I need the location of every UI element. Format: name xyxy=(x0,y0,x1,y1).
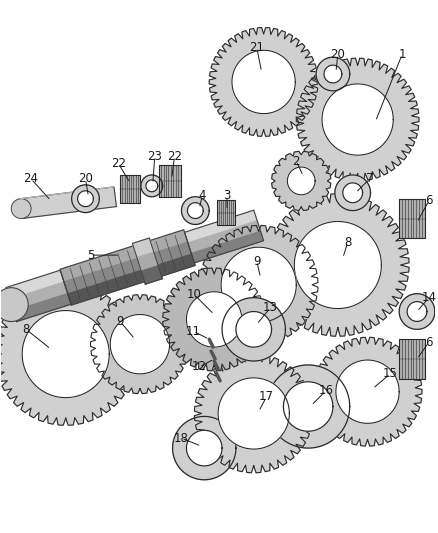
Polygon shape xyxy=(187,292,242,347)
Text: 5: 5 xyxy=(87,248,94,262)
Polygon shape xyxy=(13,292,71,321)
Polygon shape xyxy=(60,230,188,282)
Text: 23: 23 xyxy=(147,150,162,163)
Polygon shape xyxy=(110,314,170,374)
Polygon shape xyxy=(324,65,342,83)
Polygon shape xyxy=(64,243,191,293)
Text: 9: 9 xyxy=(117,315,124,328)
Text: 9: 9 xyxy=(253,255,261,268)
Polygon shape xyxy=(20,187,117,219)
Text: 6: 6 xyxy=(425,194,433,207)
Text: 24: 24 xyxy=(24,172,39,185)
Polygon shape xyxy=(187,203,203,219)
Polygon shape xyxy=(336,360,399,423)
Polygon shape xyxy=(232,50,295,114)
Polygon shape xyxy=(313,337,422,446)
Circle shape xyxy=(11,199,31,219)
Circle shape xyxy=(0,288,28,321)
Polygon shape xyxy=(191,230,264,263)
Bar xyxy=(399,339,425,379)
Polygon shape xyxy=(272,151,331,211)
Text: 4: 4 xyxy=(198,189,206,202)
Polygon shape xyxy=(72,185,99,213)
Polygon shape xyxy=(194,354,313,473)
Polygon shape xyxy=(10,282,67,310)
Polygon shape xyxy=(399,294,435,329)
Polygon shape xyxy=(322,84,393,155)
Polygon shape xyxy=(132,238,154,257)
Polygon shape xyxy=(0,283,137,425)
Polygon shape xyxy=(184,210,257,243)
Bar xyxy=(120,175,140,203)
Bar xyxy=(217,200,235,225)
Polygon shape xyxy=(6,270,64,300)
Bar xyxy=(159,165,180,197)
Polygon shape xyxy=(294,222,381,309)
Bar xyxy=(399,199,425,238)
Polygon shape xyxy=(22,311,109,398)
Polygon shape xyxy=(221,247,296,322)
Polygon shape xyxy=(91,295,189,393)
Polygon shape xyxy=(222,297,286,361)
Polygon shape xyxy=(407,302,427,321)
Polygon shape xyxy=(343,183,363,203)
Polygon shape xyxy=(173,416,236,480)
Polygon shape xyxy=(267,365,350,448)
Text: 21: 21 xyxy=(249,41,264,54)
Polygon shape xyxy=(137,252,158,270)
Polygon shape xyxy=(187,430,222,466)
Polygon shape xyxy=(316,57,350,91)
Text: 10: 10 xyxy=(187,288,202,301)
Polygon shape xyxy=(188,221,260,252)
Text: 20: 20 xyxy=(78,172,93,185)
Text: 7: 7 xyxy=(366,172,373,185)
Text: 17: 17 xyxy=(259,390,274,403)
Text: 1: 1 xyxy=(399,48,406,61)
Text: 13: 13 xyxy=(263,301,278,314)
Text: 18: 18 xyxy=(174,432,189,445)
Polygon shape xyxy=(163,268,265,371)
Text: 14: 14 xyxy=(421,291,436,304)
Polygon shape xyxy=(335,175,371,211)
Polygon shape xyxy=(141,175,162,197)
Polygon shape xyxy=(297,58,419,181)
Polygon shape xyxy=(218,378,290,449)
Polygon shape xyxy=(67,253,195,305)
Polygon shape xyxy=(181,197,209,224)
Polygon shape xyxy=(199,225,318,344)
Text: 15: 15 xyxy=(383,367,398,381)
Text: 16: 16 xyxy=(318,384,333,397)
Text: 8: 8 xyxy=(22,323,30,336)
Text: 2: 2 xyxy=(293,155,300,167)
Polygon shape xyxy=(209,28,318,136)
Polygon shape xyxy=(146,180,158,192)
Polygon shape xyxy=(267,194,409,336)
Polygon shape xyxy=(283,382,333,431)
Text: 22: 22 xyxy=(167,150,182,163)
Text: 11: 11 xyxy=(186,325,201,338)
Text: 12: 12 xyxy=(192,360,207,374)
Text: 6: 6 xyxy=(425,336,433,349)
Polygon shape xyxy=(141,264,162,284)
Polygon shape xyxy=(287,167,315,195)
Text: 20: 20 xyxy=(330,48,345,61)
Text: 22: 22 xyxy=(111,157,126,169)
Polygon shape xyxy=(78,191,93,207)
Text: 3: 3 xyxy=(223,189,231,202)
Polygon shape xyxy=(236,311,272,347)
Text: 8: 8 xyxy=(344,236,351,249)
